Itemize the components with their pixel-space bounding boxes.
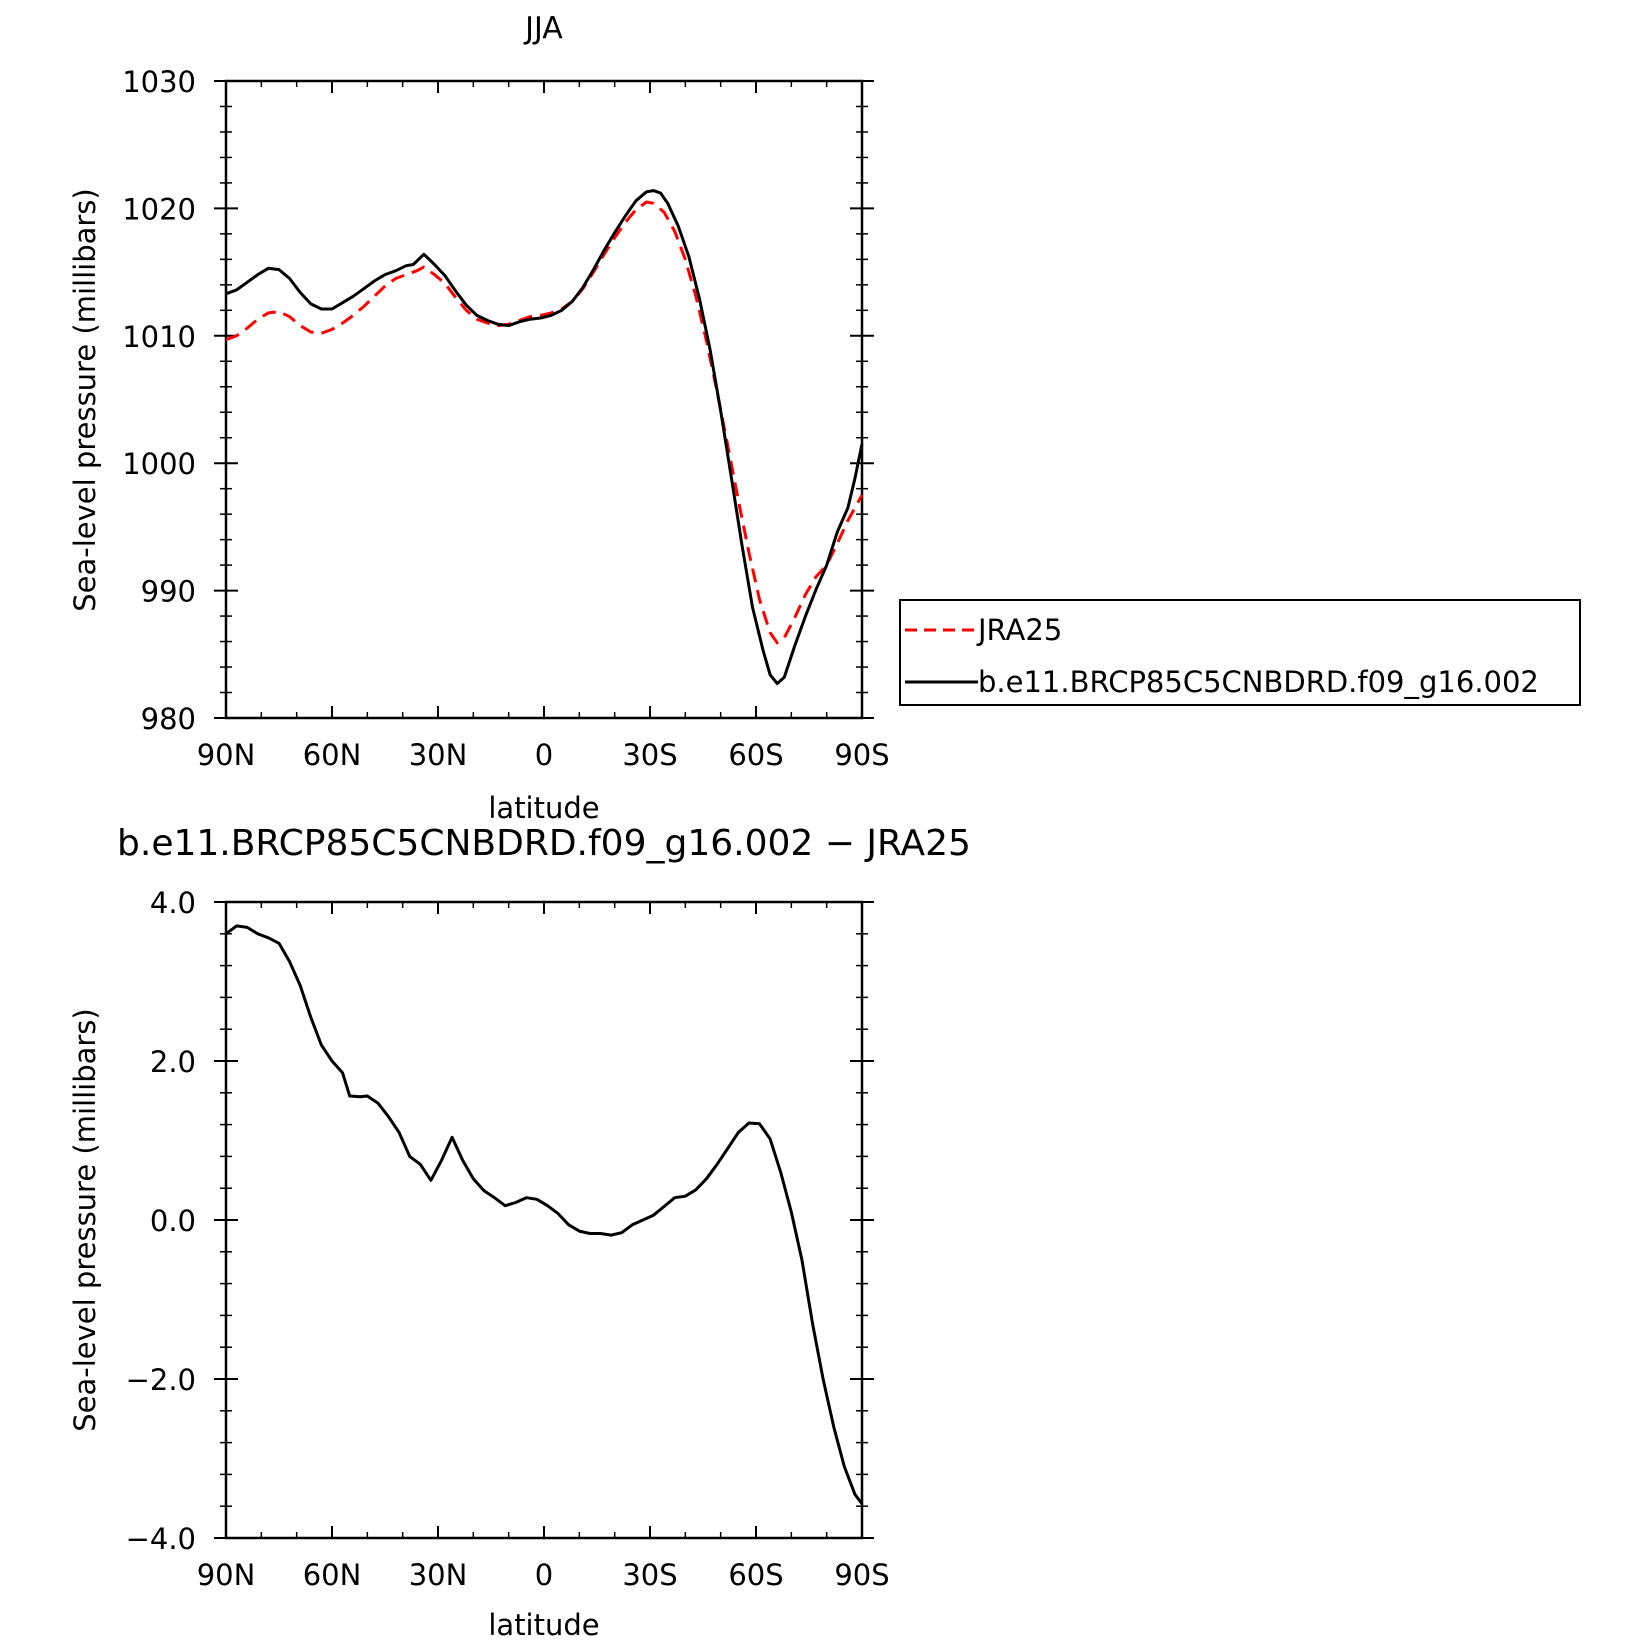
top-x-tick-label: 0 bbox=[535, 738, 553, 772]
bottom-y-tick-label: −2.0 bbox=[126, 1363, 196, 1397]
bottom-y-tick-label: 0.0 bbox=[150, 1204, 196, 1238]
bottom-x-tick-label: 90S bbox=[834, 1558, 889, 1592]
top-x-tick-label: 30N bbox=[409, 738, 468, 772]
bottom-x-tick-label: 0 bbox=[535, 1558, 553, 1592]
bottom-series-line-1 bbox=[225, 924, 864, 1505]
bottom-panel-chart: b.e11.BRCP85C5CNBDRD.f09_g16.002 − JRA25… bbox=[68, 823, 971, 1641]
bottom-y-tick-label: 2.0 bbox=[150, 1045, 196, 1079]
top-x-tick-label: 90N bbox=[197, 738, 256, 772]
legend-entry-jra25: JRA25 bbox=[976, 613, 1062, 647]
bottom-x-tick-label: 60S bbox=[728, 1558, 783, 1592]
bottom-x-tick-label: 90N bbox=[197, 1558, 256, 1592]
bottom-y-tick-label: −4.0 bbox=[126, 1522, 196, 1556]
bottom-plot-frame bbox=[224, 900, 864, 1540]
top-x-tick-label: 90S bbox=[834, 738, 889, 772]
top-y-tick-label: 1000 bbox=[122, 447, 196, 481]
top-series-line-2 bbox=[225, 189, 864, 686]
top-chart-title: JJA bbox=[523, 11, 563, 46]
top-series-line-1 bbox=[225, 200, 864, 645]
bottom-y-axis-label: Sea-level pressure (millibars) bbox=[68, 1008, 102, 1431]
top-x-tick-label: 60S bbox=[728, 738, 783, 772]
bottom-x-tick-label: 30N bbox=[409, 1558, 468, 1592]
top-y-tick-label: 1020 bbox=[122, 192, 196, 226]
top-y-tick-label: 1010 bbox=[122, 320, 196, 354]
top-y-tick-label: 1030 bbox=[122, 65, 196, 99]
top-y-tick-label: 990 bbox=[141, 575, 196, 609]
legend-entry-model: b.e11.BRCP85C5CNBDRD.f09_g16.002 bbox=[978, 665, 1539, 699]
bottom-x-tick-label: 60N bbox=[303, 1558, 362, 1592]
top-x-axis-label: latitude bbox=[488, 791, 599, 825]
bottom-chart-title: b.e11.BRCP85C5CNBDRD.f09_g16.002 − JRA25 bbox=[117, 823, 971, 864]
top-y-tick-label: 980 bbox=[141, 702, 196, 736]
bottom-x-tick-label: 30S bbox=[622, 1558, 677, 1592]
bottom-x-axis-label: latitude bbox=[488, 1608, 599, 1641]
top-x-tick-label: 60N bbox=[303, 738, 362, 772]
top-panel-chart: JJA Sea-level pressure (millibars) latit… bbox=[68, 11, 890, 825]
top-y-axis-label: Sea-level pressure (millibars) bbox=[68, 188, 102, 611]
bottom-y-tick-label: 4.0 bbox=[150, 886, 196, 920]
top-x-tick-label: 30S bbox=[622, 738, 677, 772]
legend: JRA25 b.e11.BRCP85C5CNBDRD.f09_g16.002 bbox=[899, 599, 1581, 706]
